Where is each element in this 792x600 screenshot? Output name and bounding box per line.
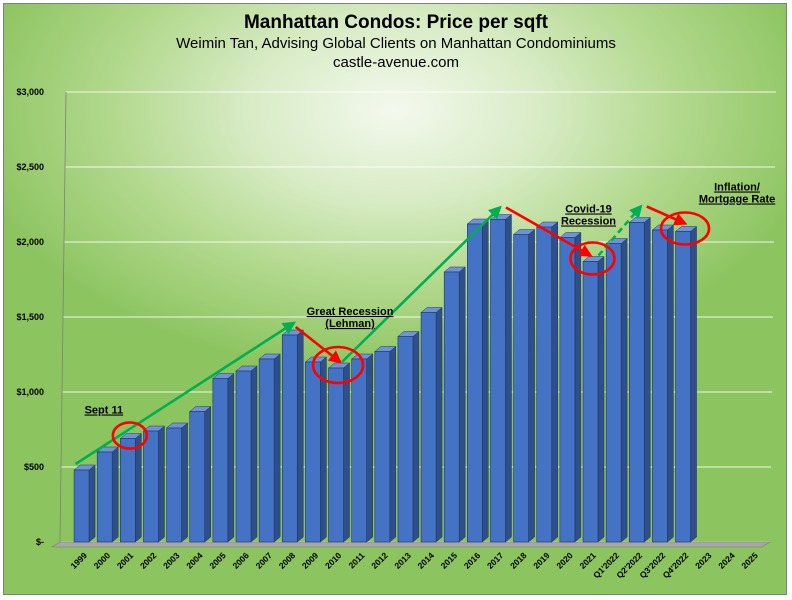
x-tick-label: 2000 <box>92 550 113 571</box>
bar <box>443 266 466 543</box>
bar <box>489 213 513 543</box>
x-tick-label: Q4'2022 <box>661 550 691 580</box>
bar <box>374 345 397 543</box>
plot-area: $- $500 $1,000 $1,500 $2,000 $2,500 $3,000 199… <box>16 87 776 580</box>
bar <box>420 306 443 543</box>
x-tick-label: 1999 <box>69 550 90 571</box>
bar <box>142 425 166 543</box>
x-tick-label: 2013 <box>392 550 413 571</box>
x-tick-label: 2006 <box>230 550 251 571</box>
highlight-circle <box>569 241 616 276</box>
bar <box>235 365 258 543</box>
annotation-label: Sept 11 <box>85 405 124 417</box>
x-tick-label: 2001 <box>115 550 136 571</box>
x-tick-label: 2014 <box>416 550 437 571</box>
trend-annotations: Sept 11 Great Recession (Lehman) Covid-19 Re… <box>74 182 775 466</box>
bar <box>512 228 536 543</box>
bar <box>304 356 328 543</box>
chart-frame: Manhattan Condos: Price per sqft Weimin … <box>3 3 787 595</box>
uptrend-arrow <box>74 321 296 466</box>
bar <box>559 231 582 543</box>
x-tick-label: 2004 <box>184 550 205 571</box>
x-tick-label: 2019 <box>531 550 552 571</box>
bars <box>73 213 698 543</box>
x-tick-label: 2012 <box>369 550 390 571</box>
highlight-circle <box>311 345 365 385</box>
floor <box>50 541 772 548</box>
x-tick-label: 2016 <box>462 550 483 571</box>
bar <box>674 225 698 543</box>
chart-floor <box>50 91 772 548</box>
y-tick-label: $3,000 <box>16 87 44 97</box>
bar <box>281 329 304 543</box>
x-tick-label: 2025 <box>739 550 760 571</box>
x-tick-label: 2023 <box>693 550 714 571</box>
annotation-label: Inflation/Mortgage Rate <box>699 182 775 206</box>
y-tick-label: $2,500 <box>16 162 44 172</box>
bar <box>350 353 374 543</box>
y-tick-label: $2,000 <box>16 237 44 247</box>
y-tick-label: $- <box>36 537 44 547</box>
chart-titles: Manhattan Condos: Price per sqft Weimin … <box>4 12 786 72</box>
x-tick-label: 2024 <box>716 550 737 571</box>
x-tick-label: 2003 <box>161 550 182 571</box>
bar <box>466 218 490 543</box>
x-tick-label: 2007 <box>254 550 275 571</box>
x-tick-label: 2021 <box>577 550 598 571</box>
x-tick-label: 2009 <box>300 550 321 571</box>
bar <box>605 237 628 543</box>
uptrend-arrow <box>597 204 643 257</box>
x-tick-labels: 1999 2000 2001 2002 2003 2004 2005 2006 2007 2008… <box>69 550 761 580</box>
bar <box>96 446 119 543</box>
highlight-circle <box>659 211 711 246</box>
bar <box>582 255 605 543</box>
x-tick-label: 2005 <box>207 550 228 571</box>
bar <box>397 330 420 543</box>
y-tick-label: $500 <box>24 462 44 472</box>
downtrend-arrow <box>294 325 343 364</box>
chart-source: castle-avenue.com <box>333 54 459 71</box>
bar <box>119 432 143 543</box>
chart-subtitle: Weimin Tan, Advising Global Clients on M… <box>176 35 616 52</box>
x-tick-label: 2008 <box>277 550 298 571</box>
bar <box>73 464 96 543</box>
y-axis-line <box>59 91 67 543</box>
bar <box>628 216 651 543</box>
highlight-circle <box>111 421 149 450</box>
y-tick-label: $1,500 <box>16 312 44 322</box>
x-tick-label: 2017 <box>485 550 506 571</box>
downtrend-arrow <box>646 205 688 226</box>
chart-title: Manhattan Condos: Price per sqft <box>243 12 549 33</box>
bar <box>212 372 235 543</box>
x-tick-label: 2010 <box>323 550 344 571</box>
bar <box>536 221 559 543</box>
x-tick-label: 2002 <box>138 550 159 571</box>
annotation-label: Covid-19 Recession <box>561 204 616 228</box>
x-tick-label: 2020 <box>554 550 575 571</box>
y-tick-labels: $- $500 $1,000 $1,500 $2,000 $2,500 $3,000 <box>16 87 44 547</box>
bar <box>258 353 281 543</box>
bar <box>327 362 351 543</box>
x-tick-label: 2018 <box>508 550 529 571</box>
bar <box>651 224 675 543</box>
annotation-label: Great Recession (Lehman) <box>307 306 394 330</box>
bar <box>189 405 212 543</box>
y-tick-label: $1,000 <box>16 387 44 397</box>
x-tick-label: 2015 <box>439 550 460 571</box>
bar <box>165 422 189 543</box>
uptrend-arrow <box>341 205 502 363</box>
x-tick-label: 2011 <box>346 550 366 570</box>
